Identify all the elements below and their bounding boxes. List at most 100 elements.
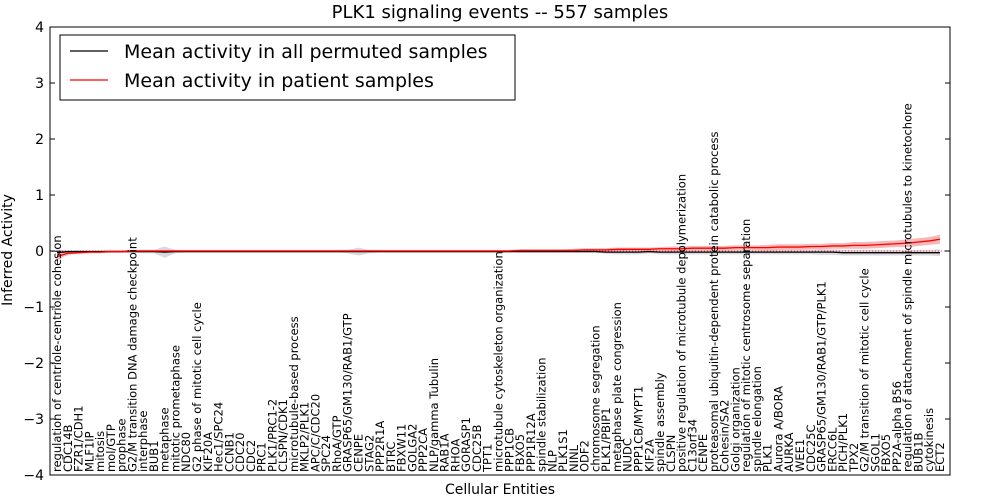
category-label: GRASP65/GM130/RAB1/GTP <box>341 313 355 472</box>
category-label: cytokinesis <box>922 408 936 472</box>
category-label: mol/GTP <box>104 424 118 472</box>
series-lines <box>50 238 950 258</box>
category-label: NUDC <box>621 438 635 472</box>
category-label: PRC1 <box>255 442 269 472</box>
category-label: AURKA <box>782 432 796 472</box>
category-label: spindle elongation <box>750 366 764 472</box>
category-label: SGOL1 <box>868 433 882 472</box>
plot-frame <box>49 26 951 476</box>
legend-label-permuted: Mean activity in all permuted samples <box>124 41 487 63</box>
axis-ticks: −4 −3 −2 −1 0 1 2 3 4 <box>23 20 950 484</box>
y-tick-label: −4 <box>23 468 44 484</box>
category-label: CENPE <box>696 434 710 472</box>
category-label: PPP1CB <box>502 428 516 472</box>
y-tick-label: 0 <box>35 244 44 260</box>
category-label: metaphase <box>158 407 172 472</box>
category-label: regulation of attachment of spindle micr… <box>901 103 915 472</box>
legend-box <box>59 34 516 101</box>
category-label: PICH/PLK1 <box>836 413 850 472</box>
category-label: STAG2 <box>362 435 376 472</box>
category-label: CLSPN/CDK1 <box>276 399 290 472</box>
legend-label-patient: Mean activity in patient samples <box>124 70 434 92</box>
category-label: KIF20A <box>201 432 215 472</box>
category-label: RAB1A <box>438 433 452 472</box>
category-label: proteasomal ubiquitin-dependent protein … <box>707 131 721 472</box>
category-label: CDC20 <box>233 432 247 472</box>
y-tick-label: 2 <box>35 132 44 148</box>
category-label: NINL <box>567 444 581 472</box>
y-tick-label: 4 <box>35 20 44 36</box>
category-label: PPP2R1A <box>373 421 387 472</box>
category-label: CDC25C <box>804 424 818 472</box>
category-label: regulation of centriole-centriole cohesi… <box>50 235 64 472</box>
category-label: microtubule-based process <box>287 316 301 472</box>
category-label: positive regulation of microtubule depol… <box>675 174 689 472</box>
chart-title: PLK1 signaling events -- 557 samples <box>332 2 669 23</box>
patient-mean-line <box>56 238 941 258</box>
category-label: interphase <box>136 411 150 473</box>
category-label: BTRC <box>384 442 398 472</box>
category-label: G2/M transition DNA damage checkpoint <box>125 237 139 472</box>
category-label: SPC24 <box>319 435 333 472</box>
category-label: microtubule cytoskeleton organization <box>492 251 506 472</box>
category-label: regulation of mitotic centrosome separat… <box>739 219 753 472</box>
category-label: PLK1/PBIP1 <box>599 407 613 472</box>
category-label: PPP1CB/MYPT1 <box>631 386 645 472</box>
category-label: PLK1 <box>761 444 775 472</box>
category-label: FBXO5 <box>879 434 893 472</box>
category-label: MKLP2/PLK1 <box>298 402 312 472</box>
category-label: BUB1 <box>147 440 161 472</box>
category-label: PP2A-alpha B56 <box>890 381 904 472</box>
category-label: GORASP1 <box>459 417 473 472</box>
category-label: CDC2 <box>244 440 258 472</box>
category-label: TPT1 <box>481 444 495 473</box>
y-tick-label: −3 <box>23 412 44 428</box>
y-tick-label: 3 <box>35 76 44 92</box>
category-label: Golgi organization <box>728 367 742 472</box>
category-label: FZR1/CDH1 <box>72 405 86 472</box>
category-label: CDC25B <box>470 424 484 472</box>
category-label: NLP <box>545 450 559 472</box>
legend: Mean activity in all permuted samples Me… <box>59 34 516 101</box>
category-label: BUB1B <box>911 432 925 472</box>
y-tick-label: −2 <box>23 356 44 372</box>
category-label: FBXO5 <box>513 434 527 472</box>
category-label: ERCC6L <box>825 427 839 472</box>
category-label: MLF1IP <box>82 431 96 472</box>
category-label: GRASP65/GM130/RAB1/GTP/PLK1 <box>815 281 829 472</box>
category-label: spindle stabilization <box>535 357 549 472</box>
category-labels: regulation of centriole-centriole cohesi… <box>50 103 947 473</box>
category-label: CLSPN <box>664 435 678 472</box>
category-label: TPX2 <box>847 443 861 473</box>
category-label: PPP1R12A <box>524 413 538 472</box>
category-label: spindle assembly <box>653 372 667 472</box>
category-label: G2/M transition of mitotic cell cycle <box>858 268 872 472</box>
category-label: prophase <box>115 418 129 472</box>
category-label: Hec1/SPC24 <box>212 402 226 472</box>
category-label: PLK1S1 <box>556 429 570 472</box>
category-label: CDC14B <box>61 424 75 472</box>
category-label: APC/C/CDC20 <box>308 394 322 472</box>
category-label: FBXW11 <box>395 424 409 472</box>
category-label: KIF2A <box>642 439 656 472</box>
category-label: PPP2CA <box>416 428 430 472</box>
category-label: WEE1 <box>793 439 807 472</box>
y-tick-label: −1 <box>23 300 44 316</box>
category-label: RHOA <box>448 439 462 472</box>
y-axis-label: Inferred Activity <box>0 194 16 306</box>
category-label: NLP/gamma Tubulin <box>427 358 441 472</box>
y-tick-label: 1 <box>35 188 44 204</box>
x-axis-label: Cellular Entities <box>445 482 555 498</box>
category-label: NDC80 <box>179 432 193 472</box>
category-label: mitosis <box>93 431 107 472</box>
category-label: Aurora A/BORA <box>771 386 785 472</box>
category-label: CCNB1 <box>222 432 236 472</box>
category-label: ODF2 <box>578 440 592 472</box>
category-label: C13orf34 <box>685 419 699 472</box>
category-label: Cohesin/SA2 <box>718 400 732 472</box>
category-label: chromosome segregation <box>588 325 602 472</box>
category-label: mitotic prometaphase <box>168 345 182 472</box>
category-label: G2 phase of mitotic cell cycle <box>190 302 204 472</box>
category-label: CENPE <box>352 434 366 472</box>
